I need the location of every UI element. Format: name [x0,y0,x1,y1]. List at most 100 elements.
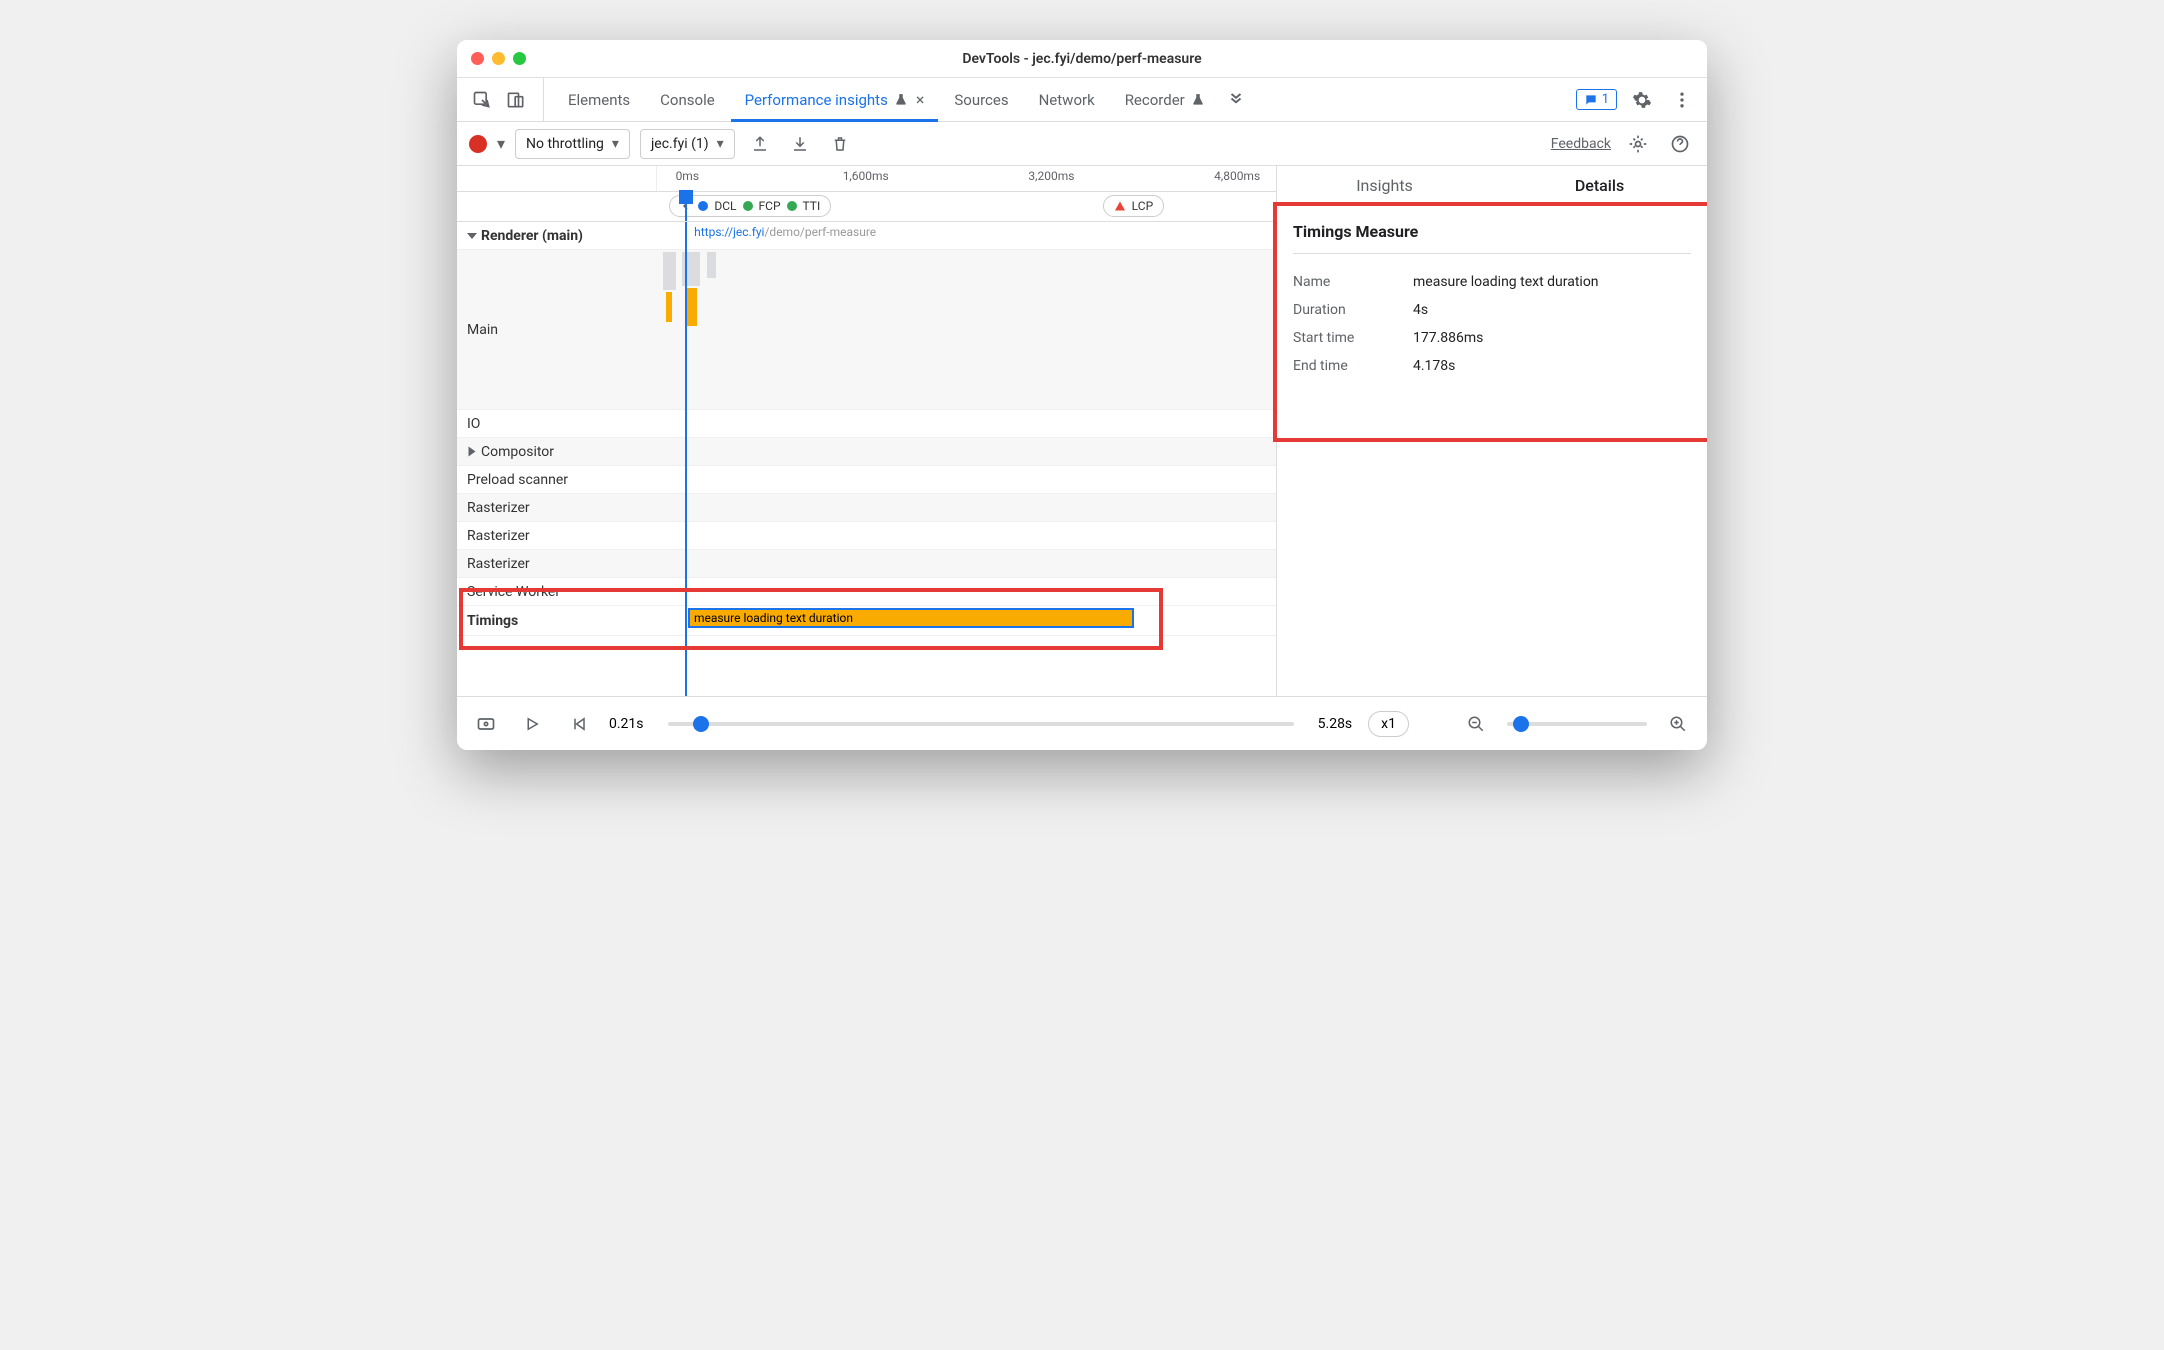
window-title: DevTools - jec.fyi/demo/perf-measure [457,51,1707,67]
flame-bar[interactable] [682,252,701,286]
settings-icon[interactable] [1627,85,1657,115]
titlebar: DevTools - jec.fyi/demo/perf-measure [457,40,1707,78]
device-toolbar-icon[interactable] [501,85,531,115]
footer-scrubber: 0.21s 5.28s x1 [457,696,1707,750]
panel-settings-icon[interactable] [1623,129,1653,159]
zoom-level[interactable]: x1 [1368,711,1409,737]
track-label: Rasterizer [457,550,657,577]
track-content[interactable] [657,522,1276,549]
message-icon [1584,93,1598,107]
tab-details[interactable]: Details [1492,166,1707,205]
messages-button[interactable]: 1 [1576,89,1617,110]
track-row: Rasterizer [457,494,1276,522]
throttling-dropdown[interactable]: No throttling ▾ [515,129,630,159]
track-row: IO [457,410,1276,438]
timeline-markers: DCLFCPTTI LCP [457,192,1276,222]
record-button[interactable] [469,135,487,153]
feedback-link[interactable]: Feedback [1551,136,1611,152]
more-tabs-icon[interactable] [1221,85,1251,115]
zoom-thumb[interactable] [1513,716,1529,732]
zoom-in-icon[interactable] [1663,709,1693,739]
track-content[interactable] [657,250,1276,409]
ruler-tick: 3,200ms [1028,169,1074,183]
track-row: Service Worker [457,578,1276,606]
flame-bar[interactable] [685,288,697,326]
tab-elements[interactable]: Elements [554,78,644,121]
track-row: Compositor [457,438,1276,466]
chevron-down-icon: ▾ [717,136,724,152]
right-tabs: Insights Details [1277,166,1707,206]
detail-val: measure loading text duration [1413,274,1599,290]
track-content[interactable]: https://jec.fyi/demo/perf-measure [657,222,1276,249]
track-content[interactable] [657,494,1276,521]
detail-key: End time [1293,358,1413,374]
track-label: IO [457,410,657,437]
close-tab-icon[interactable]: × [916,90,925,109]
detail-row: End time4.178s [1293,352,1691,380]
flame-bar[interactable] [663,252,675,290]
ruler-tick: 1,600ms [843,169,889,183]
track-content[interactable] [657,578,1276,605]
marker-pill-dcl-fcp-tti[interactable]: DCLFCPTTI [669,195,831,217]
tab-performance-insights[interactable]: Performance insights × [731,78,939,121]
timings-content[interactable]: measure loading text duration [657,606,1276,635]
zoom-out-icon[interactable] [1461,709,1491,739]
track-row: Renderer (main)https://jec.fyi/demo/perf… [457,222,1276,250]
detail-key: Duration [1293,302,1413,318]
details-title: Timings Measure [1293,222,1691,254]
tab-network[interactable]: Network [1025,78,1109,121]
detail-row: Namemeasure loading text duration [1293,268,1691,296]
track-content[interactable] [657,438,1276,465]
flame-bar[interactable] [666,292,672,322]
time-end-label: 5.28s [1318,716,1353,732]
track-content[interactable] [657,550,1276,577]
devtools-window: DevTools - jec.fyi/demo/perf-measure Ele… [457,40,1707,750]
time-start-label: 0.21s [609,716,644,732]
track-label: Rasterizer [457,494,657,521]
track-label-timings: Timings [457,606,657,635]
record-options-chevron[interactable]: ▾ [497,134,505,153]
ruler-tick: 4,800ms [1214,169,1260,183]
scrubber-thumb[interactable] [693,716,709,732]
play-icon[interactable] [517,709,547,739]
scrubber-slider[interactable] [668,722,1294,726]
track-label: Renderer (main) [457,222,657,249]
detail-key: Name [1293,274,1413,290]
skip-back-icon[interactable] [563,709,593,739]
track-label: Rasterizer [457,522,657,549]
help-icon[interactable] [1665,129,1695,159]
tab-sources[interactable]: Sources [940,78,1022,121]
delete-icon[interactable] [825,129,855,159]
marker-pill-lcp[interactable]: LCP [1103,195,1164,217]
track-label: Preload scanner [457,466,657,493]
tab-recorder[interactable]: Recorder [1111,78,1219,121]
track-row: Rasterizer [457,522,1276,550]
zoom-slider[interactable] [1507,722,1647,726]
import-icon[interactable] [785,129,815,159]
export-icon[interactable] [745,129,775,159]
flame-bar[interactable] [707,252,716,278]
main-tabs: Elements Console Performance insights × … [457,78,1707,122]
timeline-panel: 0ms 1,600ms 3,200ms 4,800ms DCLFCPTTI LCP Re… [457,166,1277,696]
perf-toolbar: ▾ No throttling ▾ jec.fyi (1) ▾ Feedback [457,122,1707,166]
details-panel: Timings Measure Namemeasure loading text… [1277,206,1707,396]
recording-dropdown[interactable]: jec.fyi (1) ▾ [640,129,735,159]
tab-console[interactable]: Console [646,78,729,121]
playhead[interactable] [685,192,687,221]
track-label: Compositor [457,438,657,465]
detail-val: 4.178s [1413,358,1455,374]
timing-measure-bar[interactable]: measure loading text duration [688,608,1134,628]
track-content[interactable] [657,410,1276,437]
screenshot-toggle-icon[interactable] [471,709,501,739]
chevron-down-icon: ▾ [612,136,619,152]
beaker-icon [894,93,908,107]
ruler-tick: 0ms [676,169,699,183]
detail-row: Start time177.886ms [1293,324,1691,352]
track-content[interactable] [657,466,1276,493]
track-label: Main [457,250,657,409]
timeline-ruler: 0ms 1,600ms 3,200ms 4,800ms [457,166,1276,192]
detail-val: 4s [1413,302,1428,318]
tab-insights[interactable]: Insights [1277,166,1492,205]
kebab-menu-icon[interactable] [1667,85,1697,115]
inspect-element-icon[interactable] [467,85,497,115]
